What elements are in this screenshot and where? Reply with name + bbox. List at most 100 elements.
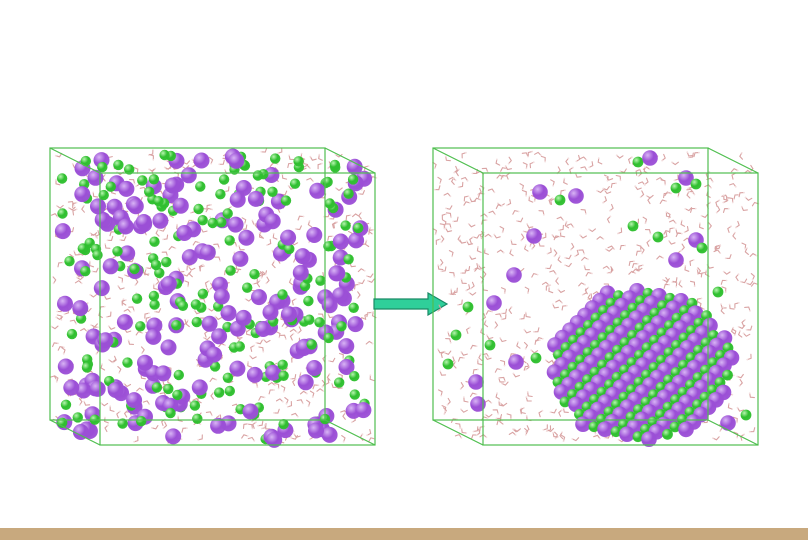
cation-sphere (720, 415, 736, 431)
water-molecule (460, 427, 467, 434)
anion-sphere (148, 174, 160, 185)
water-molecule (121, 299, 127, 306)
anion-sphere (189, 400, 201, 411)
water-molecule (242, 422, 249, 429)
water-molecule (50, 325, 59, 330)
water-molecule (596, 236, 605, 240)
anion-sphere (662, 428, 673, 440)
anion-sphere (105, 181, 116, 192)
cation-sphere (266, 431, 283, 448)
water-molecule (168, 245, 177, 251)
anion-sphere (197, 215, 208, 226)
water-molecule (306, 177, 314, 183)
anion-sphere (252, 170, 264, 181)
water-molecule (437, 176, 442, 185)
anion-sphere (153, 196, 164, 207)
water-molecule (664, 191, 672, 196)
water-molecule (493, 233, 501, 239)
water-molecule (638, 264, 644, 271)
water-molecule (57, 261, 64, 268)
water-molecule (331, 382, 338, 388)
water-molecule (91, 267, 99, 273)
cation-sphere (229, 191, 246, 208)
water-molecule (309, 155, 317, 161)
anion-sphere (267, 186, 278, 197)
water-molecule (499, 226, 505, 234)
cation-sphere (199, 244, 216, 261)
cation-sphere (297, 374, 314, 391)
cation-sphere (280, 229, 297, 246)
water-molecule (275, 398, 284, 403)
cation-sphere (57, 295, 73, 312)
water-molecule (184, 280, 190, 288)
water-molecule (724, 254, 732, 260)
water-molecule (258, 271, 267, 276)
water-molecule (499, 376, 506, 383)
water-molecule (163, 165, 172, 170)
cation-sphere (176, 225, 193, 241)
anion-sphere (632, 431, 644, 443)
water-molecule (118, 276, 124, 284)
cation-sphere (229, 360, 246, 377)
water-molecule (534, 339, 541, 345)
water-molecule (151, 425, 159, 430)
water-molecule (260, 147, 268, 153)
water-molecule (555, 299, 563, 304)
water-molecule (749, 252, 758, 257)
water-molecule (720, 279, 728, 285)
water-molecule (262, 338, 271, 344)
water-molecule (506, 199, 512, 207)
cation-sphere (72, 300, 89, 317)
water-molecule (556, 216, 565, 222)
water-molecule (460, 278, 467, 284)
right-arrow-icon (373, 292, 449, 316)
water-molecule (480, 231, 485, 239)
water-molecule (619, 244, 627, 251)
water-molecule (450, 177, 455, 185)
water-molecule (533, 327, 540, 333)
water-molecule (500, 308, 508, 315)
water-molecule (187, 219, 195, 225)
water-molecule (57, 345, 65, 351)
water-molecule (737, 324, 746, 330)
anion-sphere (669, 421, 681, 433)
water-molecule (198, 263, 204, 272)
cation-sphere (508, 354, 524, 370)
water-molecule (508, 431, 517, 436)
cation-sphere (90, 198, 106, 215)
cation-sphere (597, 421, 613, 438)
water-molecule (597, 157, 603, 165)
water-molecule (209, 377, 218, 382)
water-molecule (281, 173, 288, 180)
water-molecule (615, 174, 622, 182)
water-molecule (495, 204, 503, 210)
water-molecule (642, 216, 648, 225)
cation-sphere (165, 428, 182, 445)
water-molecule (481, 167, 489, 173)
cation-sphere (309, 182, 326, 199)
water-molecule (744, 196, 753, 201)
anion-sphere (278, 370, 289, 381)
water-molecule (712, 436, 720, 441)
water-molecule (506, 413, 512, 420)
water-molecule (123, 382, 132, 388)
water-molecule (277, 147, 283, 155)
water-molecule (460, 351, 468, 356)
water-molecule (55, 178, 61, 186)
water-molecule (526, 223, 534, 229)
water-molecule (49, 375, 58, 381)
box-edge (49, 147, 101, 174)
water-molecule (607, 245, 616, 251)
anion-sphere (137, 175, 148, 186)
anion-sphere (336, 321, 347, 332)
water-molecule (588, 228, 596, 233)
water-molecule (480, 213, 489, 218)
water-molecule (732, 416, 738, 424)
water-molecule (515, 217, 524, 223)
cation-sphere (94, 211, 111, 228)
water-molecule (80, 327, 88, 333)
cation-sphere (135, 214, 152, 230)
water-molecule (669, 227, 675, 234)
water-molecule (494, 368, 502, 373)
